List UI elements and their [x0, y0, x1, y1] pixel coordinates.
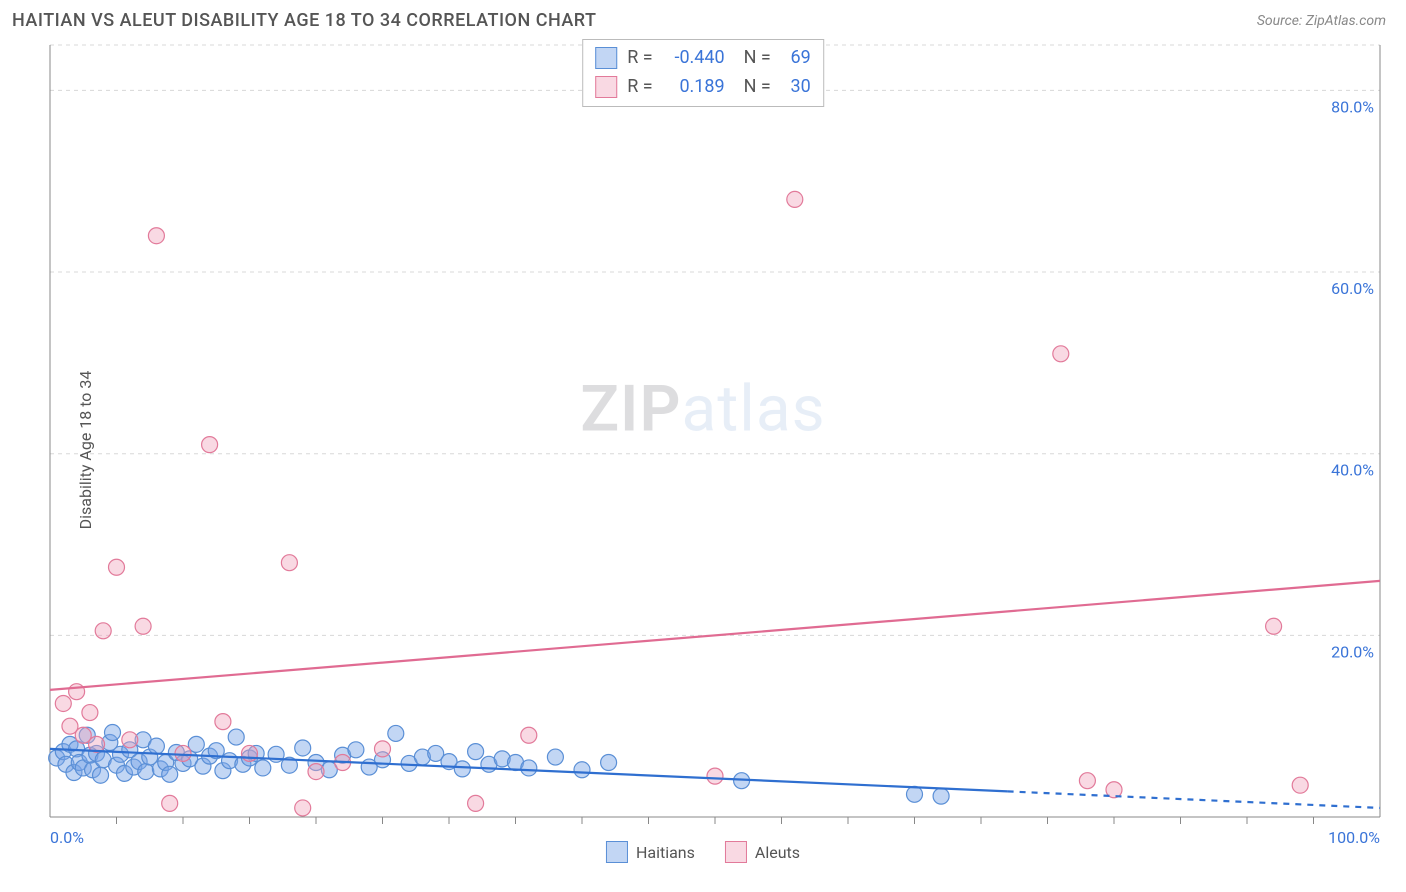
data-point	[95, 623, 111, 639]
chart-title: HAITIAN VS ALEUT DISABILITY AGE 18 TO 34…	[12, 10, 597, 31]
scatter-chart: 0.0% 100.0% 20.0% 40.0% 60.0% 80.0%	[0, 37, 1406, 863]
data-point	[907, 786, 923, 802]
data-point	[148, 738, 164, 754]
data-point	[375, 741, 391, 757]
stat-r-value: -0.440	[663, 44, 725, 73]
legend-item: Aleuts	[725, 841, 800, 863]
data-point	[1053, 346, 1069, 362]
data-point	[707, 768, 723, 784]
legend-item: Haitians	[606, 841, 695, 863]
data-point	[521, 727, 537, 743]
data-point	[295, 800, 311, 816]
data-point	[122, 732, 138, 748]
correlation-stats-box: R = -0.440 N = 69 R = 0.189 N = 30	[582, 39, 824, 107]
stat-r-label: R =	[627, 44, 652, 73]
data-point	[93, 767, 109, 783]
data-point	[281, 555, 297, 571]
data-point	[348, 742, 364, 758]
data-point	[601, 755, 617, 771]
data-point	[215, 714, 231, 730]
data-point	[933, 788, 949, 804]
data-point	[468, 795, 484, 811]
data-point	[454, 761, 470, 777]
data-point	[69, 684, 85, 700]
data-point	[138, 764, 154, 780]
data-point	[574, 762, 590, 778]
legend-swatch	[606, 841, 628, 863]
source-attribution: Source: ZipAtlas.com	[1257, 13, 1386, 29]
data-point	[521, 760, 537, 776]
trend-line-extrapolated	[1008, 791, 1380, 808]
data-point	[105, 725, 121, 741]
data-point	[228, 729, 244, 745]
stat-r-label: R =	[627, 73, 652, 102]
stats-row: R = 0.189 N = 30	[595, 73, 811, 102]
data-point	[1266, 618, 1282, 634]
stat-n-value: 69	[781, 44, 811, 73]
data-point	[255, 760, 271, 776]
trend-line	[50, 749, 1008, 792]
data-point	[787, 191, 803, 207]
stat-n-label: N =	[735, 73, 771, 102]
data-point	[109, 559, 125, 575]
stat-r-value: 0.189	[663, 73, 725, 102]
svg-text:80.0%: 80.0%	[1331, 97, 1374, 116]
data-point	[1079, 773, 1095, 789]
data-point	[295, 740, 311, 756]
data-point	[82, 705, 98, 721]
svg-text:100.0%: 100.0%	[1328, 828, 1380, 847]
header: HAITIAN VS ALEUT DISABILITY AGE 18 TO 34…	[0, 0, 1406, 37]
series-swatch	[595, 47, 617, 69]
data-point	[175, 745, 191, 761]
stat-n-label: N =	[735, 44, 771, 73]
chart-area: Disability Age 18 to 34 ZIPatlas 0.0%100…	[0, 37, 1406, 863]
data-point	[135, 618, 151, 634]
data-point	[308, 764, 324, 780]
data-point	[162, 766, 178, 782]
y-axis-label: Disability Age 18 to 34	[76, 371, 95, 530]
data-point	[148, 228, 164, 244]
svg-text:0.0%: 0.0%	[50, 828, 84, 847]
data-point	[55, 695, 71, 711]
series-legend: Haitians Aleuts	[606, 841, 800, 863]
legend-label: Aleuts	[755, 843, 800, 862]
stat-n-value: 30	[781, 73, 811, 102]
data-point	[547, 749, 563, 765]
svg-text:40.0%: 40.0%	[1331, 461, 1374, 480]
legend-swatch	[725, 841, 747, 863]
legend-label: Haitians	[636, 843, 695, 862]
stats-row: R = -0.440 N = 69	[595, 44, 811, 73]
svg-text:60.0%: 60.0%	[1331, 279, 1374, 298]
data-point	[1292, 777, 1308, 793]
series-swatch	[595, 76, 617, 98]
svg-text:20.0%: 20.0%	[1331, 642, 1374, 661]
data-point	[202, 437, 218, 453]
data-point	[468, 744, 484, 760]
data-point	[162, 795, 178, 811]
data-point	[388, 725, 404, 741]
